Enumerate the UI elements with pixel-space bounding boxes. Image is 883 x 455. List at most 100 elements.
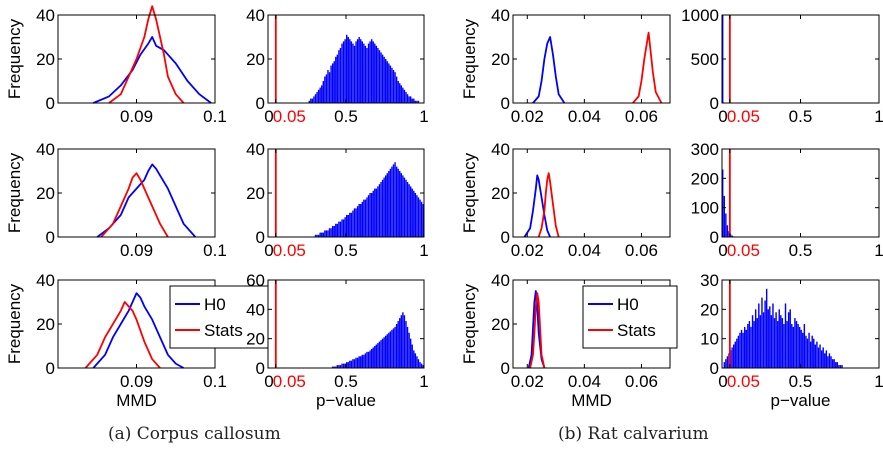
series-stats [108,5,185,104]
xtick-label: 0 [264,107,273,126]
xtick-label: 0 [264,372,273,391]
ytick-label: 20 [36,184,55,203]
histogram-bar [333,226,335,237]
histogram-bar [409,186,412,237]
histogram-bar [408,332,410,368]
histogram-bar [322,81,325,103]
histogram-bar [361,41,364,103]
histogram-bar [377,186,379,237]
histogram-bar [352,359,354,368]
histogram-bar [321,85,323,103]
histogram-bar [841,365,843,368]
histogram-bar [374,43,376,103]
histogram-bar [380,182,382,237]
histogram-bar [335,56,337,103]
histogram-bar [327,230,329,237]
ytick-label: 0 [710,94,719,113]
ytick-label: 40 [246,300,265,319]
histogram-bar [360,356,362,368]
xtick-label: 1 [419,372,428,391]
histogram-bar [352,210,354,237]
histogram-bar [335,366,337,368]
histogram-bar [388,332,390,368]
histogram-bar [380,340,382,368]
histogram-bar [743,326,746,368]
histogram-bar [364,199,367,237]
histogram-bar [346,362,348,368]
ytick-label: 10 [700,330,719,349]
histogram-bar [375,45,378,103]
xtick-label: 0.05 [273,372,306,391]
histogram-bar [370,39,373,103]
histogram-bar [380,52,382,103]
histogram-bar [833,359,835,368]
histogram-bar [356,206,359,237]
histogram-bar [397,81,399,103]
xtick-label: 0.1 [203,241,227,260]
ytick-label: 20 [700,300,719,319]
ytick-label: 40 [491,271,510,290]
histogram-bar [389,65,392,103]
ytick-label: 20 [36,315,55,334]
histogram-bar [795,321,798,368]
histogram-bar [386,61,388,103]
xtick-label: 1 [874,241,883,260]
histogram-bar [400,315,403,368]
histogram-bar [339,221,342,237]
histogram-bar [339,365,342,368]
histogram-bar [736,338,738,368]
histogram-bar [411,98,413,103]
histogram-bar [747,324,749,368]
histogram-bar [325,74,328,103]
histogram-bar [317,89,320,103]
histogram-bar [419,199,421,237]
histogram-bar [770,315,773,368]
y-axis-label: Frequency [460,152,479,233]
xtick-label: 0.1 [203,372,227,391]
axes-frame [721,14,880,104]
histogram-bar [417,359,420,368]
xtick-label: 0.05 [727,241,760,260]
histogram-bar [349,212,351,237]
histogram-bar [805,335,807,368]
histogram-bar [389,168,392,237]
histogram-bar [792,326,795,368]
histogram-bar [377,343,379,368]
histogram-bar [364,353,367,368]
histogram-bar [342,363,345,368]
histogram-bar [358,204,360,237]
xtick-label: 0.5 [334,107,358,126]
ytick-label: 200 [691,169,719,188]
histogram-bar [395,166,398,237]
histogram-bar [762,312,765,368]
histogram-bar [314,234,317,237]
histogram-bar [331,366,334,368]
histogram-bar [370,348,373,368]
histogram-bar [411,344,413,368]
histogram-bar [836,362,839,368]
histogram-bar [411,188,413,237]
xtick-label: 0.02 [511,241,544,260]
histogram-bar [803,324,806,368]
histogram-bar [314,94,317,103]
histogram-bar [361,354,364,368]
histogram-bar [360,39,362,103]
histogram-bar [725,213,727,237]
histogram-bar [839,365,842,368]
histogram-bar [374,346,376,368]
histogram-bar [356,357,359,368]
histogram-bar [725,359,727,368]
histogram-bar [830,356,832,368]
histogram-bar [386,334,388,368]
ytick-label: 0 [46,359,55,378]
xtick-label: 0.04 [568,241,601,260]
histogram-bar [416,356,418,368]
histogram-bar [405,321,407,368]
histogram-bar [355,41,357,103]
histogram-bar [409,96,412,103]
histogram-bar [416,100,418,103]
histogram-bar [394,326,396,368]
y-axis-label: Frequency [460,283,479,364]
histogram-bar [759,315,762,368]
